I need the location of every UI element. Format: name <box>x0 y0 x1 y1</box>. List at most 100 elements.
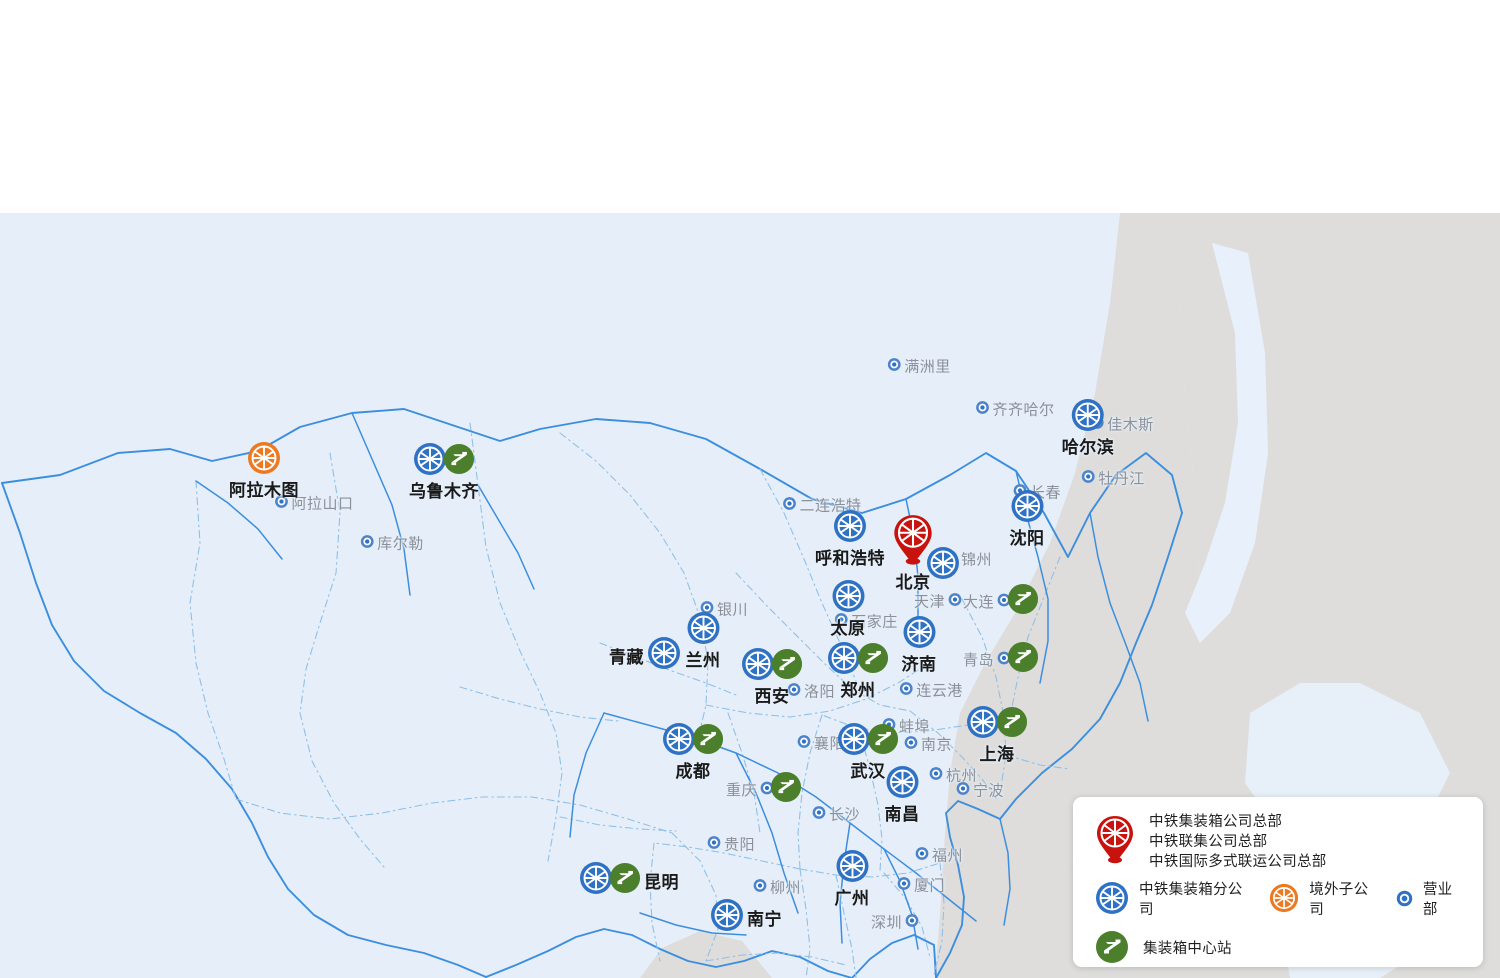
marker-icon-group[interactable] <box>837 722 899 760</box>
map-marker[interactable]: 沈阳 <box>1010 489 1045 549</box>
blue-container-icon[interactable] <box>902 615 936 653</box>
blue-dot-icon[interactable] <box>887 357 901 376</box>
map-marker[interactable]: 福州 <box>915 845 963 866</box>
green-container-station-icon[interactable] <box>996 706 1028 742</box>
marker-icon-group[interactable] <box>885 765 919 803</box>
blue-dot-icon[interactable] <box>997 650 1011 669</box>
marker-icon-group[interactable] <box>902 615 936 653</box>
map-marker[interactable]: 南京 <box>904 734 952 755</box>
blue-dot-icon[interactable] <box>760 780 774 799</box>
marker-icon-group[interactable] <box>997 641 1039 677</box>
map-marker[interactable]: 北京 <box>892 513 934 593</box>
marker-icon-group[interactable] <box>956 781 970 800</box>
marker-icon-group[interactable] <box>904 735 918 754</box>
blue-container-icon[interactable] <box>966 705 1000 743</box>
marker-icon-group[interactable] <box>833 509 867 547</box>
map-marker[interactable]: 襄阳 <box>797 733 845 754</box>
map-marker[interactable]: 连云港 <box>899 680 963 701</box>
marker-icon-group[interactable] <box>929 766 943 785</box>
map-marker[interactable]: 深圳 <box>871 912 919 933</box>
blue-container-icon[interactable] <box>647 636 681 674</box>
map-marker[interactable]: 贵阳 <box>707 834 755 855</box>
blue-container-icon[interactable] <box>662 722 696 760</box>
map-marker[interactable]: 洛阳 <box>787 681 835 702</box>
map-marker[interactable]: 呼和浩特 <box>815 509 885 569</box>
map-marker[interactable]: 乌鲁木齐 <box>409 442 479 502</box>
marker-icon-group[interactable] <box>787 682 801 701</box>
blue-container-icon[interactable] <box>741 647 775 685</box>
marker-icon-group[interactable] <box>753 878 767 897</box>
map-marker[interactable]: 哈尔滨 <box>1062 398 1115 458</box>
china-map-canvas[interactable]: 阿拉木图 阿拉山口 乌鲁木齐 库尔勒 满洲里 齐齐哈尔 佳木斯 <box>0 213 1500 978</box>
blue-dot-icon[interactable] <box>1081 469 1095 488</box>
blue-dot-icon[interactable] <box>834 612 848 631</box>
green-container-station-icon[interactable] <box>609 862 641 898</box>
blue-dot-icon[interactable] <box>956 781 970 800</box>
marker-icon-group[interactable] <box>948 592 962 611</box>
marker-icon-group[interactable] <box>997 583 1039 619</box>
blue-dot-icon[interactable] <box>905 913 919 932</box>
red-pin-container-icon[interactable] <box>892 513 934 571</box>
map-marker[interactable]: 太原 <box>831 579 866 639</box>
blue-container-icon[interactable] <box>831 579 865 617</box>
blue-container-icon[interactable] <box>833 509 867 547</box>
blue-dot-icon[interactable] <box>929 766 943 785</box>
marker-icon-group[interactable] <box>834 612 848 631</box>
marker-icon-group[interactable] <box>707 835 721 854</box>
marker-icon-group[interactable] <box>812 805 826 824</box>
map-marker[interactable]: 杭州 <box>929 765 977 786</box>
marker-icon-group[interactable] <box>899 681 913 700</box>
blue-dot-icon[interactable] <box>948 592 962 611</box>
map-marker[interactable]: 成都 <box>662 722 724 782</box>
marker-icon-group[interactable] <box>647 636 681 674</box>
marker-icon-group[interactable] <box>915 846 929 865</box>
blue-dot-icon[interactable] <box>997 592 1011 611</box>
map-marker[interactable]: 郑州 <box>827 641 889 701</box>
green-container-station-icon[interactable] <box>692 723 724 759</box>
map-marker[interactable]: 齐齐哈尔 <box>975 399 1054 420</box>
marker-icon-group[interactable] <box>710 898 744 936</box>
blue-dot-icon[interactable] <box>899 681 913 700</box>
marker-icon-group[interactable] <box>1071 398 1105 436</box>
blue-dot-icon[interactable] <box>915 846 929 865</box>
marker-icon-group[interactable] <box>897 876 911 895</box>
blue-container-icon[interactable] <box>710 898 744 936</box>
map-marker[interactable]: 长沙 <box>812 804 860 825</box>
map-marker[interactable]: 银川 <box>700 599 748 620</box>
blue-dot-icon[interactable] <box>904 735 918 754</box>
map-marker[interactable]: 宁波 <box>956 780 1004 801</box>
map-marker[interactable]: 兰州 <box>686 611 721 671</box>
map-marker[interactable]: 重庆 <box>726 771 802 807</box>
blue-container-icon[interactable] <box>837 722 871 760</box>
marker-icon-group[interactable] <box>760 771 802 807</box>
green-container-station-icon[interactable] <box>443 443 475 479</box>
blue-dot-icon[interactable] <box>360 534 374 553</box>
marker-icon-group[interactable] <box>247 441 281 479</box>
blue-container-icon[interactable] <box>827 641 861 679</box>
marker-icon-group[interactable] <box>579 861 641 899</box>
blue-dot-icon[interactable] <box>897 876 911 895</box>
marker-icon-group[interactable] <box>782 496 796 515</box>
marker-icon-group[interactable] <box>966 705 1028 743</box>
map-marker[interactable]: 天津 <box>914 591 962 612</box>
map-marker[interactable]: 南昌 <box>885 765 920 825</box>
map-marker[interactable]: 青藏 <box>609 636 681 674</box>
green-container-station-icon[interactable] <box>1007 583 1039 619</box>
map-marker[interactable]: 厦门 <box>897 875 945 896</box>
blue-dot-icon[interactable] <box>707 835 721 854</box>
marker-icon-group[interactable] <box>827 641 889 679</box>
blue-container-icon[interactable] <box>579 861 613 899</box>
marker-icon-group[interactable] <box>905 913 919 932</box>
marker-icon-group[interactable] <box>700 600 714 619</box>
map-marker[interactable]: 南宁 <box>710 898 782 936</box>
marker-icon-group[interactable] <box>662 722 724 760</box>
blue-container-icon[interactable] <box>686 611 720 649</box>
blue-dot-icon[interactable] <box>787 682 801 701</box>
marker-icon-group[interactable] <box>887 357 901 376</box>
blue-container-icon[interactable] <box>1010 489 1044 527</box>
blue-dot-icon[interactable] <box>797 734 811 753</box>
blue-container-icon[interactable] <box>835 849 869 887</box>
marker-icon-group[interactable] <box>975 400 989 419</box>
map-marker[interactable]: 满洲里 <box>887 356 951 377</box>
blue-container-icon[interactable] <box>926 546 960 584</box>
